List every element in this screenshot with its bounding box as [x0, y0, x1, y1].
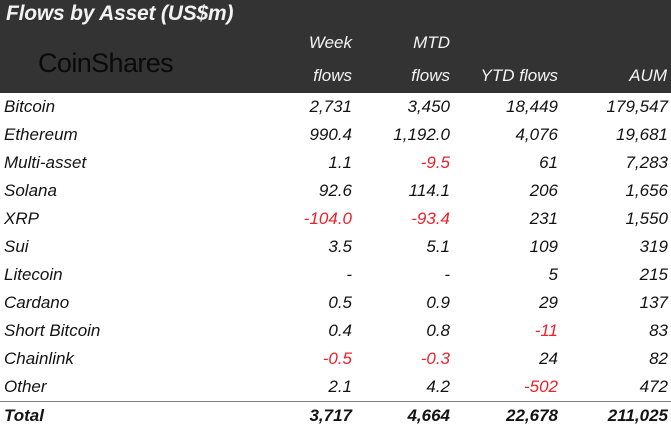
cell-week-flows: - [346, 265, 352, 284]
cell-aum: 1,550 [625, 209, 668, 228]
cell-week-flows: 3.5 [328, 237, 352, 256]
cell-asset-label: Multi-asset [4, 153, 87, 172]
cell-week-flows: 92.6 [318, 181, 352, 200]
cell-aum: 19,681 [616, 125, 668, 144]
cell-week-flows: 990.4 [309, 125, 352, 144]
table-row-total: Total 3,717 4,664 22,678 211,025 [0, 401, 671, 429]
column-header-mtd-flows-line2: flows [411, 66, 450, 85]
cell-asset-label: Bitcoin [4, 97, 56, 116]
table-row: Bitcoin 2,731 3,450 18,449 179,547 [0, 93, 671, 121]
cell-week-flows: 0.5 [328, 293, 352, 312]
cell-aum: 215 [639, 265, 668, 284]
cell-ytd-flows: 231 [529, 209, 558, 228]
cell-ytd-flows: 22,678 [506, 406, 558, 425]
cell-aum: 1,656 [625, 181, 668, 200]
cell-aum: 7,283 [625, 153, 668, 172]
table-body: Bitcoin 2,731 3,450 18,449 179,547 Ethereum 99… [0, 93, 671, 429]
coinshares-logo: CoinShares [38, 48, 174, 78]
cell-ytd-flows: -502 [523, 377, 558, 396]
cell-aum: 472 [639, 377, 668, 396]
table-row: Short Bitcoin 0.4 0.8 -11 83 [0, 317, 671, 345]
table-row: Chainlink -0.5 -0.3 24 82 [0, 345, 671, 373]
cell-aum: 179,547 [606, 97, 668, 116]
cell-ytd-flows: 29 [539, 293, 558, 312]
cell-asset-label: Cardano [4, 293, 70, 312]
cell-mtd-flows: 0.8 [426, 321, 450, 340]
cell-asset-label: Solana [4, 181, 57, 200]
cell-asset-label: Chainlink [4, 349, 74, 368]
column-header-aum: AUM [629, 66, 667, 85]
cell-mtd-flows: 1,192.0 [393, 125, 450, 144]
cell-ytd-flows: 24 [539, 349, 558, 368]
cell-week-flows: 2,731 [309, 97, 352, 116]
cell-week-flows: 3,717 [309, 406, 352, 425]
table-row: Other 2.1 4.2 -502 472 [0, 373, 671, 401]
cell-mtd-flows: 4,664 [407, 406, 450, 425]
table-row: Litecoin - - 5 215 [0, 261, 671, 289]
cell-aum: 82 [649, 349, 668, 368]
cell-ytd-flows: 4,076 [515, 125, 558, 144]
cell-week-flows: 1.1 [328, 153, 352, 172]
column-header-ytd-flows: YTD flows [480, 66, 558, 85]
table-row: Solana 92.6 114.1 206 1,656 [0, 177, 671, 205]
cell-week-flows: 2.1 [328, 377, 352, 396]
cell-aum: 319 [639, 237, 668, 256]
cell-mtd-flows: 3,450 [407, 97, 450, 116]
cell-week-flows: -104.0 [303, 209, 352, 228]
cell-asset-label: Short Bitcoin [4, 321, 101, 340]
cell-asset-label: Other [4, 377, 47, 396]
cell-aum: 83 [649, 321, 668, 340]
cell-mtd-flows: -93.4 [411, 209, 450, 228]
column-header-week-flows-line1: Week [308, 33, 352, 52]
cell-mtd-flows: 0.9 [426, 293, 450, 312]
table-row: XRP -104.0 -93.4 231 1,550 [0, 205, 671, 233]
cell-ytd-flows: 109 [529, 237, 558, 256]
cell-ytd-flows: 18,449 [506, 97, 558, 116]
cell-aum: 137 [639, 293, 668, 312]
cell-ytd-flows: -11 [534, 321, 558, 340]
table-row: Sui 3.5 5.1 109 319 [0, 233, 671, 261]
table-row: Cardano 0.5 0.9 29 137 [0, 289, 671, 317]
table-header-block: Flows by Asset (US$m) CoinShares Week fl… [0, 0, 671, 93]
column-header-week-flows-line2: flows [313, 66, 352, 85]
cell-mtd-flows: -0.3 [420, 349, 450, 368]
cell-mtd-flows: 114.1 [408, 181, 450, 200]
cell-mtd-flows: 4.2 [426, 377, 450, 396]
cell-asset-label: Litecoin [4, 265, 63, 284]
cell-week-flows: -0.5 [322, 349, 352, 368]
cell-ytd-flows: 61 [539, 153, 558, 172]
table-row: Ethereum 990.4 1,192.0 4,076 19,681 [0, 121, 671, 149]
column-header-mtd-flows-line1: MTD [413, 33, 450, 52]
cell-asset-label: XRP [4, 209, 39, 228]
cell-ytd-flows: 206 [529, 181, 558, 200]
cell-ytd-flows: 5 [548, 265, 558, 284]
cell-asset-label: Sui [4, 237, 29, 256]
cell-asset-label: Ethereum [4, 125, 78, 144]
cell-mtd-flows: -9.5 [420, 153, 450, 172]
cell-mtd-flows: 5.1 [426, 237, 450, 256]
cell-week-flows: 0.4 [328, 321, 352, 340]
cell-mtd-flows: - [444, 265, 450, 284]
cell-asset-label: Total [4, 406, 44, 425]
table-row: Multi-asset 1.1 -9.5 61 7,283 [0, 149, 671, 177]
cell-aum: 211,025 [607, 406, 668, 425]
page-title: Flows by Asset (US$m) [6, 2, 234, 25]
